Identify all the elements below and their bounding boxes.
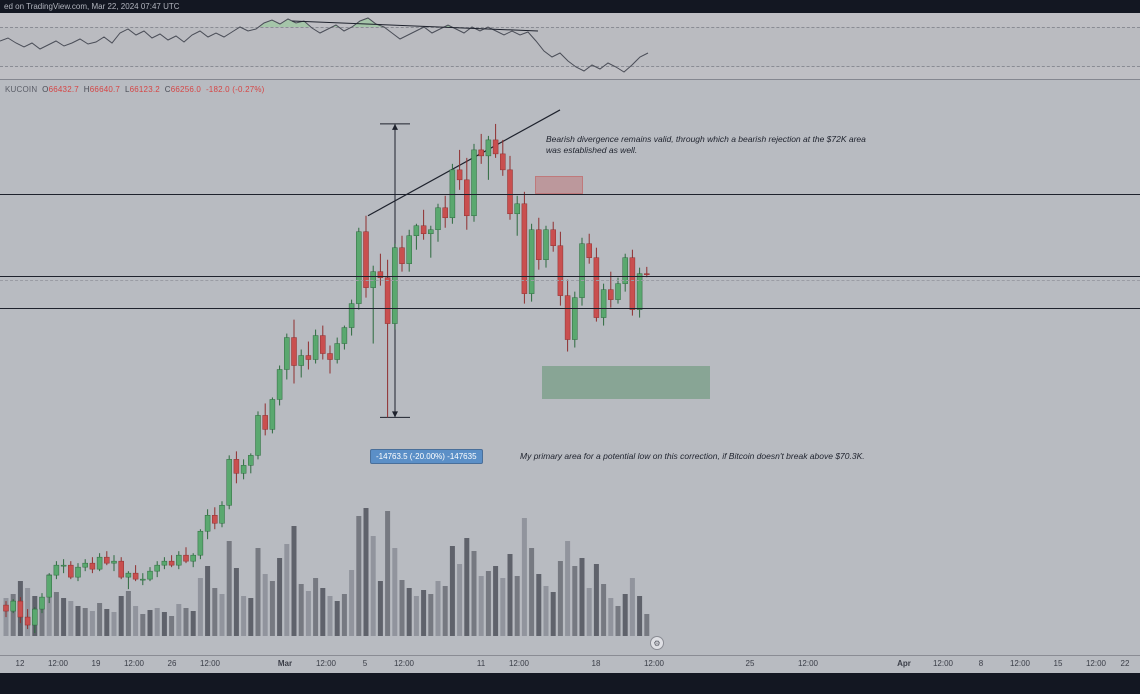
xaxis-tick: 8 [979, 659, 983, 668]
horizontal-line [0, 194, 1140, 195]
xaxis-tick: 22 [1121, 659, 1130, 668]
chart-root: ed on TradingView.com, Mar 22, 2024 07:4… [0, 0, 1140, 694]
resistance-zone [535, 176, 583, 194]
xaxis-tick: 18 [592, 659, 601, 668]
xaxis-tick: 12:00 [1010, 659, 1030, 668]
horizontal-line [0, 308, 1140, 309]
header-bar: ed on TradingView.com, Mar 22, 2024 07:4… [0, 0, 1140, 13]
xaxis-tick: 26 [168, 659, 177, 668]
annotation-text: Bearish divergence remains valid, throug… [546, 134, 866, 156]
xaxis-tick: 25 [746, 659, 755, 668]
price-panel: KUCOIN O66432.7 H66640.7 L66123.2 C66256… [0, 80, 1140, 659]
measurement-label: -14763.5 (-20.00%) -147635 [370, 449, 483, 464]
xaxis-tick: 12:00 [124, 659, 144, 668]
x-axis: 12 12:00 19 12:00 26 12:00 Mar 12:00 5 12:00 11 12:… [0, 655, 1140, 673]
xaxis-tick: 12:00 [933, 659, 953, 668]
xaxis-tick: 12:00 [509, 659, 529, 668]
annotation-text: My primary area for a potential low on t… [520, 451, 865, 462]
xaxis-tick: 12:00 [316, 659, 336, 668]
xaxis-tick: 11 [477, 659, 485, 668]
xaxis-tick: 12 [16, 659, 25, 668]
xaxis-tick: 5 [363, 659, 367, 668]
xaxis-tick: Mar [278, 659, 292, 668]
xaxis-tick: 15 [1054, 659, 1063, 668]
gear-icon[interactable]: ⚙ [650, 636, 664, 650]
xaxis-tick: 12:00 [1086, 659, 1106, 668]
rsi-panel [0, 13, 1140, 80]
xaxis-tick: Apr [897, 659, 911, 668]
header-text: ed on TradingView.com, Mar 22, 2024 07:4… [4, 2, 180, 11]
xaxis-tick: 12:00 [394, 659, 414, 668]
chart-background[interactable]: KUCOIN O66432.7 H66640.7 L66123.2 C66256… [0, 13, 1140, 673]
horizontal-line [0, 276, 1140, 277]
xaxis-tick: 12:00 [798, 659, 818, 668]
rsi-line [0, 13, 1140, 80]
xaxis-tick: 19 [92, 659, 101, 668]
xaxis-tick: 12:00 [48, 659, 68, 668]
xaxis-tick: 12:00 [200, 659, 220, 668]
xaxis-tick: 12:00 [644, 659, 664, 668]
support-zone [542, 366, 710, 400]
